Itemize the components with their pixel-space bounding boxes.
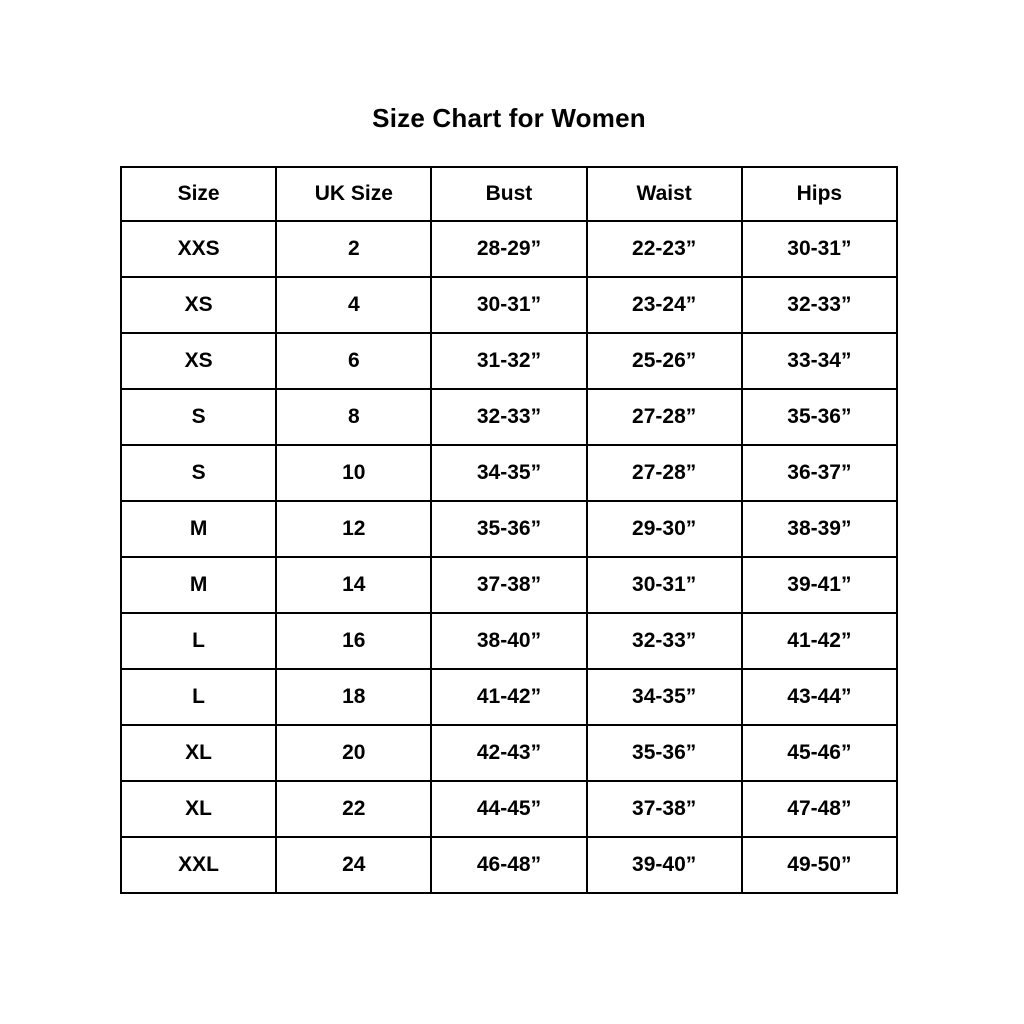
table-cell: 35-36” [585,724,743,782]
table-cell: M [119,500,278,558]
table-cell: XL [119,780,278,838]
table-cell: 37-38” [585,780,743,838]
table-cell: XS [119,332,278,390]
table-cell: L [119,668,278,726]
table-cell: 30-31” [585,556,743,614]
table-cell: 38-40” [430,612,588,670]
table-cell: 42-43” [430,724,588,782]
table-cell: 49-50” [740,836,899,894]
header-row: Size UK Size Bust Waist Hips [119,166,899,222]
table-cell: 4 [275,276,433,334]
table-row: M 14 37-38” 30-31” 39-41” [119,556,899,614]
table-row: S 10 34-35” 27-28” 36-37” [119,444,899,502]
table-cell: 32-33” [740,276,899,334]
table-cell: 29-30” [585,500,743,558]
table-cell: 24 [275,836,433,894]
table-cell: 32-33” [430,388,588,446]
table-row: XXL 24 46-48” 39-40” 49-50” [119,836,899,894]
table-cell: 18 [275,668,433,726]
table-cell: 39-41” [740,556,899,614]
table-cell: XXS [119,220,278,278]
table-row: L 16 38-40” 32-33” 41-42” [119,612,899,670]
table-cell: 8 [275,388,433,446]
table-cell: S [119,444,278,502]
table-cell: 22 [275,780,433,838]
table-cell: 47-48” [740,780,899,838]
table-row: XXS 2 28-29” 22-23” 30-31” [119,220,899,278]
column-header-uk-size: UK Size [275,166,433,222]
table-row: L 18 41-42” 34-35” 43-44” [119,668,899,726]
table-cell: 41-42” [740,612,899,670]
table-cell: 16 [275,612,433,670]
table-cell: 20 [275,724,433,782]
table-cell: 44-45” [430,780,588,838]
table-cell: 34-35” [585,668,743,726]
table-cell: 38-39” [740,500,899,558]
table-cell: 35-36” [740,388,899,446]
table-cell: XS [119,276,278,334]
column-header-hips: Hips [740,166,899,222]
table-row: XS 6 31-32” 25-26” 33-34” [119,332,899,390]
table-row: XS 4 30-31” 23-24” 32-33” [119,276,899,334]
table-cell: 2 [275,220,433,278]
table-cell: XL [119,724,278,782]
table-cell: 46-48” [430,836,588,894]
table-cell: 27-28” [585,444,743,502]
table-cell: 25-26” [585,332,743,390]
table-cell: M [119,556,278,614]
table-cell: 37-38” [430,556,588,614]
table-cell: 28-29” [430,220,588,278]
column-header-bust: Bust [430,166,588,222]
table-row: XL 20 42-43” 35-36” 45-46” [119,724,899,782]
column-header-waist: Waist [585,166,743,222]
column-header-size: Size [119,166,278,222]
table-cell: 23-24” [585,276,743,334]
page-title: Size Chart for Women [372,103,646,133]
table-cell: 27-28” [585,388,743,446]
table-cell: L [119,612,278,670]
table-cell: 30-31” [430,276,588,334]
table-cell: 10 [275,444,433,502]
table-body: XXS 2 28-29” 22-23” 30-31” XS 4 30-31” 23-24” 32-… [119,220,899,894]
table-row: XL 22 44-45” 37-38” 47-48” [119,780,899,838]
table-cell: 31-32” [430,332,588,390]
table-row: M 12 35-36” 29-30” 38-39” [119,500,899,558]
table-cell: 33-34” [740,332,899,390]
table-cell: 22-23” [585,220,743,278]
table-cell: 36-37” [740,444,899,502]
table-cell: XXL [119,836,278,894]
table-cell: S [119,388,278,446]
table-cell: 43-44” [740,668,899,726]
table-cell: 35-36” [430,500,588,558]
table-cell: 32-33” [585,612,743,670]
table-cell: 12 [275,500,433,558]
table-cell: 41-42” [430,668,588,726]
table-cell: 14 [275,556,433,614]
table-cell: 30-31” [740,220,899,278]
size-chart-table: Size UK Size Bust Waist Hips XXS 2 28-29” 22-23… [119,166,899,894]
table-cell: 6 [275,332,433,390]
table-cell: 34-35” [430,444,588,502]
table-cell: 45-46” [740,724,899,782]
table-header: Size UK Size Bust Waist Hips [119,166,899,222]
table-cell: 39-40” [585,836,743,894]
table-row: S 8 32-33” 27-28” 35-36” [119,388,899,446]
